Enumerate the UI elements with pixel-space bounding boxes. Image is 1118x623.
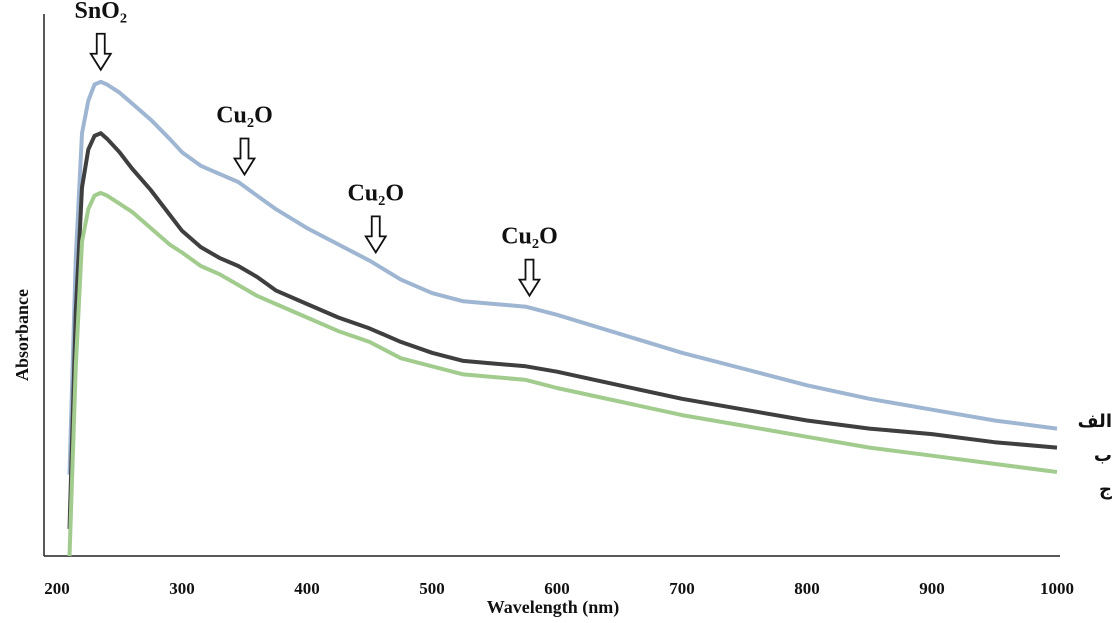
x-tick-label: 900 (919, 579, 945, 598)
series-label-layer: الف بج (1078, 411, 1112, 500)
down-arrow-icon (517, 258, 542, 298)
series-line-1 (67, 131, 1058, 529)
annotation-label: SnO₂ (74, 0, 127, 24)
series-line-0 (67, 79, 1058, 475)
series-line-2 (67, 190, 1058, 557)
series-label: الف (1078, 411, 1112, 432)
x-tick-label: 200 (44, 579, 70, 598)
down-arrow-icon (364, 215, 388, 255)
x-tick-label: 800 (794, 579, 820, 598)
series-layer (67, 79, 1058, 557)
x-tick-label: 1000 (1040, 579, 1074, 598)
series-label: ج (1099, 479, 1112, 500)
annotation-layer: SnO₂ Cu₂O Cu₂O Cu₂O (74, 0, 558, 298)
x-tick-layer: 200 300 400 500 600 700 800 900 1000 (44, 579, 1074, 598)
annotation-label: Cu₂O (347, 180, 404, 206)
x-tick-label: 600 (544, 579, 570, 598)
series-label: ب (1094, 445, 1112, 466)
x-tick-label: 300 (169, 579, 195, 598)
annotation-label: Cu₂O (216, 103, 273, 129)
x-tick-label: 500 (419, 579, 445, 598)
y-axis-title: Absorbance (12, 289, 32, 381)
down-arrow-icon (89, 32, 113, 72)
down-arrow-icon (232, 137, 257, 177)
annotation-label: Cu₂O (501, 224, 558, 250)
x-axis-title: Wavelength (nm) (487, 597, 620, 618)
x-tick-label: 700 (669, 579, 695, 598)
x-tick-label: 400 (294, 579, 320, 598)
